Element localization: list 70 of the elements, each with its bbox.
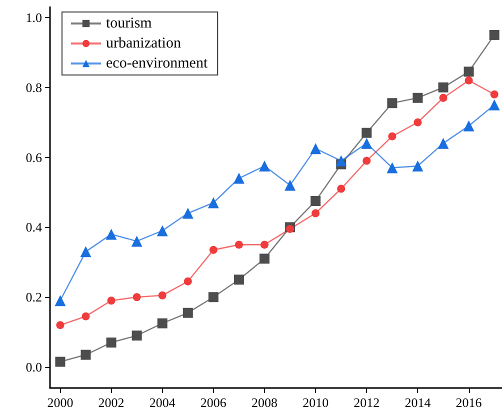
point: [233, 172, 244, 184]
x-tick-label: 2004: [149, 395, 176, 410]
point: [286, 224, 294, 233]
point: [106, 338, 116, 348]
point: [361, 138, 372, 149]
point: [182, 308, 193, 318]
point: [208, 292, 218, 302]
point: [414, 118, 422, 126]
point: [388, 132, 396, 140]
point: [82, 312, 90, 320]
point: [156, 225, 168, 236]
point: [312, 209, 320, 218]
point: [234, 274, 244, 285]
legend-label: eco-environment: [106, 56, 208, 72]
x-tick-label: 2008: [252, 395, 278, 410]
point: [260, 254, 270, 264]
point: [488, 99, 500, 110]
point: [386, 162, 398, 174]
point: [387, 98, 398, 108]
point: [54, 295, 66, 306]
x-tick-label: 2010: [302, 395, 329, 410]
point: [336, 155, 347, 166]
point: [184, 277, 192, 286]
point: [490, 90, 498, 98]
point: [284, 180, 296, 191]
x-tick-label: 2016: [456, 395, 482, 410]
y-tick-label: 0.2: [26, 290, 42, 305]
x-tick-label: 2006: [200, 395, 227, 410]
point: [464, 76, 473, 84]
point: [260, 240, 269, 249]
point: [310, 196, 321, 206]
point: [234, 240, 243, 249]
point: [489, 30, 500, 40]
point: [132, 330, 142, 341]
point: [439, 94, 448, 102]
point: [158, 291, 166, 300]
point: [56, 321, 64, 330]
x-tick-label: 2002: [98, 395, 124, 410]
point: [362, 156, 371, 165]
point: [132, 293, 141, 302]
y-tick-label: 0.4: [26, 220, 42, 235]
point: [464, 66, 474, 77]
y-tick-label: 0.8: [26, 80, 42, 95]
legend-label: urbanization: [106, 36, 182, 52]
point: [80, 350, 91, 360]
y-tick-label: 0.6: [26, 150, 42, 165]
legend-label: tourism: [106, 16, 152, 32]
point: [107, 296, 116, 305]
point: [80, 246, 92, 258]
point: [438, 138, 449, 149]
point: [131, 236, 142, 247]
point: [55, 356, 66, 367]
y-tick-label: 0.0: [26, 360, 42, 375]
point: [259, 160, 270, 172]
point: [208, 197, 219, 208]
point: [463, 120, 474, 132]
y-tick-label: 1.0: [26, 10, 42, 25]
point: [438, 82, 448, 92]
point: [157, 318, 168, 328]
point: [337, 184, 346, 193]
point: [412, 160, 424, 172]
point: [209, 246, 218, 254]
point: [106, 228, 117, 240]
point: [362, 128, 372, 138]
point: [182, 208, 194, 219]
x-tick-label: 2000: [47, 395, 74, 410]
point: [310, 143, 322, 154]
x-tick-label: 2012: [354, 395, 380, 410]
x-tick-label: 2014: [404, 395, 432, 410]
point: [412, 92, 423, 103]
